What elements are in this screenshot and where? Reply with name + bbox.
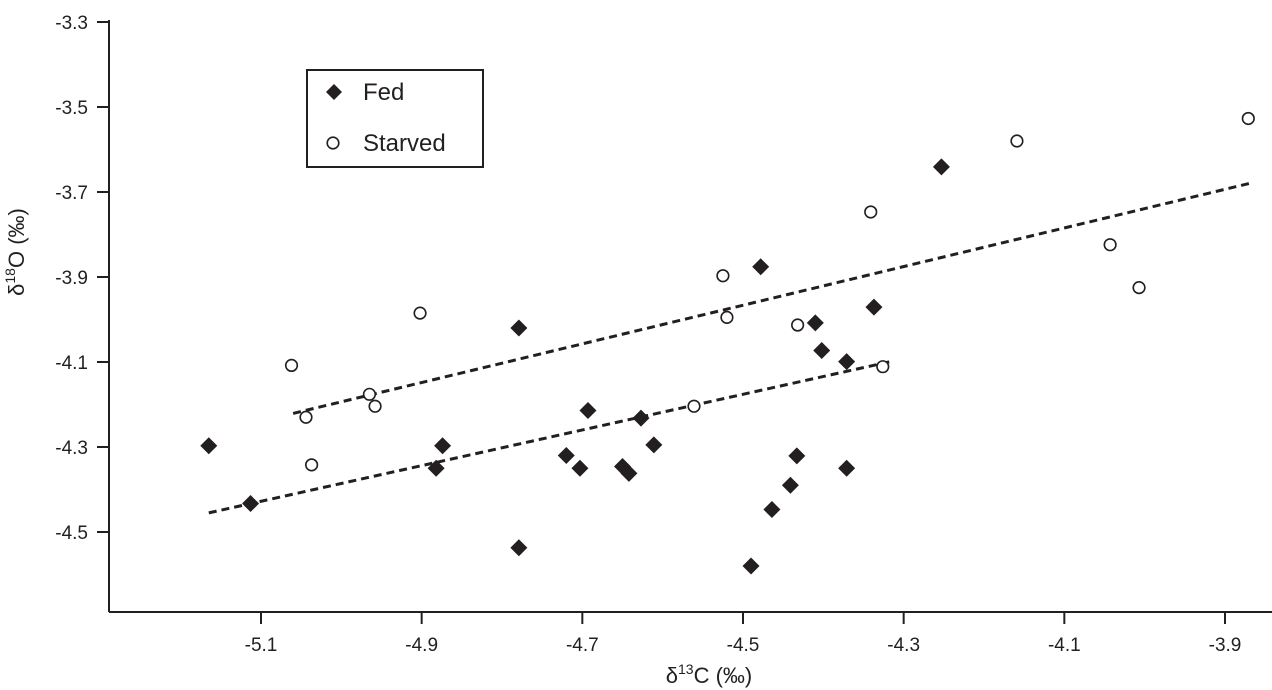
point-starved bbox=[362, 387, 377, 401]
x-tick-label: -5.1 bbox=[245, 635, 278, 656]
x-axis-title: δ13C (‰) bbox=[666, 661, 752, 688]
x-axis-title-text: C (‰) bbox=[694, 663, 753, 688]
legend-box bbox=[306, 69, 484, 168]
y-tick-label: -4.1 bbox=[55, 353, 88, 374]
point-fed bbox=[932, 158, 950, 176]
x-tick-label: -4.7 bbox=[566, 635, 599, 656]
y-tick-label: -3.7 bbox=[55, 183, 88, 204]
data-points bbox=[200, 111, 1255, 575]
point-fed bbox=[742, 557, 760, 575]
axis-titles: δ13C (‰)δ18O (‰) bbox=[2, 208, 752, 688]
trendline-starved bbox=[292, 182, 1250, 415]
point-fed bbox=[510, 319, 528, 337]
y-tick-label: -3.9 bbox=[55, 268, 88, 289]
x-axis-title-symbol: δ bbox=[666, 663, 678, 688]
y-tick-label: -3.3 bbox=[55, 13, 88, 34]
y-axis-title-text: O (‰) bbox=[4, 208, 29, 268]
point-fed bbox=[865, 298, 883, 316]
point-fed bbox=[813, 342, 831, 360]
x-axis-title-superscript: 13 bbox=[678, 661, 694, 677]
point-fed bbox=[434, 437, 452, 455]
point-starved bbox=[368, 399, 382, 413]
y-axis-title-superscript: 18 bbox=[2, 268, 18, 284]
legend-marker-starved bbox=[326, 136, 340, 150]
axes: -5.1 -4.9 -4.7 -4.5 -4.3 -4.1 -3.9 -3.3 -3.5 -3.7… bbox=[55, 13, 1272, 656]
point-fed bbox=[200, 437, 218, 455]
legend-marker-fed bbox=[326, 84, 342, 100]
point-starved bbox=[305, 458, 319, 472]
y-tick-label: -4.5 bbox=[55, 523, 88, 544]
point-fed bbox=[752, 258, 770, 276]
point-fed bbox=[571, 459, 589, 477]
x-tick-label: -3.9 bbox=[1209, 635, 1242, 656]
legend: Fed Starved bbox=[306, 69, 484, 168]
point-fed bbox=[242, 495, 260, 513]
point-starved bbox=[1132, 281, 1146, 295]
point-starved bbox=[1103, 238, 1117, 252]
legend-label-fed: Fed bbox=[363, 79, 404, 106]
point-starved bbox=[876, 360, 890, 374]
point-fed bbox=[838, 459, 856, 477]
point-starved bbox=[1010, 134, 1024, 148]
point-fed bbox=[510, 539, 528, 557]
point-fed bbox=[620, 464, 638, 482]
point-starved bbox=[716, 269, 730, 283]
point-starved bbox=[864, 205, 878, 219]
point-fed bbox=[763, 500, 781, 518]
y-tick-label: -4.3 bbox=[55, 438, 88, 459]
point-fed bbox=[645, 436, 663, 454]
x-tick-label: -4.5 bbox=[727, 635, 760, 656]
point-fed bbox=[788, 447, 806, 465]
point-fed bbox=[781, 476, 799, 494]
point-fed bbox=[838, 353, 856, 371]
point-fed bbox=[579, 401, 597, 419]
point-fed bbox=[427, 459, 445, 477]
point-fed bbox=[557, 447, 575, 464]
point-starved bbox=[1241, 111, 1255, 126]
y-axis-title: δ18O (‰) bbox=[2, 208, 29, 296]
x-tick-label: -4.9 bbox=[405, 635, 438, 656]
y-axis-title-symbol: δ bbox=[4, 284, 29, 296]
point-starved bbox=[791, 318, 805, 332]
point-starved bbox=[284, 358, 299, 373]
point-starved bbox=[720, 310, 734, 324]
point-starved bbox=[299, 410, 313, 424]
point-fed bbox=[632, 409, 650, 427]
legend-label-starved: Starved bbox=[363, 130, 446, 157]
y-tick-label: -3.5 bbox=[55, 98, 88, 119]
x-tick-label: -4.3 bbox=[887, 635, 920, 656]
point-starved bbox=[687, 399, 701, 413]
trendlines bbox=[208, 182, 1250, 515]
x-tick-label: -4.1 bbox=[1048, 635, 1081, 656]
point-fed bbox=[806, 314, 824, 332]
point-starved bbox=[413, 306, 427, 320]
